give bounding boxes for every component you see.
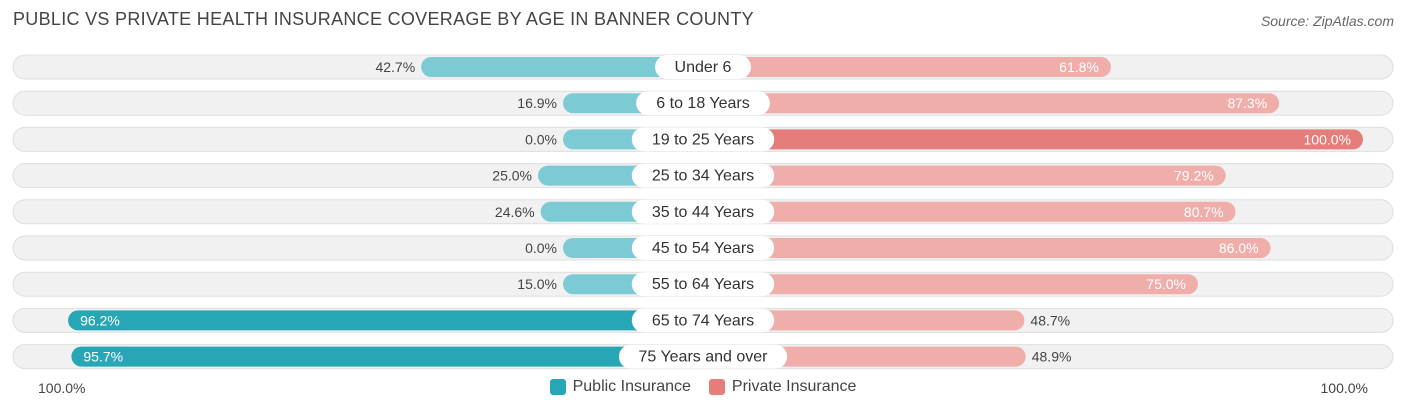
category-label: 35 to 44 Years — [652, 204, 754, 221]
chart-svg: 42.7% 61.8% Under 6 16.9% 87.3% 6 to 18 Years… — [12, 54, 1394, 370]
value-label-private: 61.8% — [1059, 59, 1099, 75]
value-label-public: 0.0% — [525, 240, 557, 256]
bar-private — [703, 129, 1363, 150]
value-label-public: 24.6% — [495, 204, 535, 220]
value-label-public: 15.0% — [517, 276, 557, 292]
bar-private — [703, 274, 1198, 295]
category-pill — [618, 344, 788, 369]
value-label-private: 48.9% — [1032, 349, 1072, 365]
value-label-public: 16.9% — [517, 95, 557, 111]
bar-private — [703, 201, 1236, 222]
source-label: Source: ZipAtlas.com — [1260, 13, 1394, 29]
category-label: 25 to 34 Years — [652, 168, 754, 185]
value-label-public: 25.0% — [492, 168, 532, 184]
axis-right-max-label: 100.0% — [1320, 380, 1368, 396]
bar-private — [703, 238, 1271, 258]
category-pill — [631, 163, 775, 188]
legend-item-public: Public Insurance — [549, 378, 691, 396]
value-label-public: 0.0% — [525, 131, 557, 147]
category-label: 55 to 64 Years — [652, 276, 754, 293]
value-label-private: 87.3% — [1227, 95, 1267, 111]
axis-left-max-label: 100.0% — [38, 380, 86, 396]
category-label: 65 to 74 Years — [652, 312, 754, 329]
value-label-private: 48.7% — [1030, 312, 1070, 328]
category-pill — [631, 308, 775, 333]
bar-private — [703, 165, 1226, 186]
category-label: 75 Years and over — [639, 349, 769, 366]
bar-public — [421, 57, 703, 77]
category-pill — [631, 199, 775, 224]
category-label: Under 6 — [675, 59, 732, 76]
category-pill — [655, 55, 751, 79]
value-label-private: 75.0% — [1146, 276, 1186, 292]
legend-swatch-public — [549, 379, 566, 395]
category-label: 6 to 18 Years — [656, 95, 749, 112]
value-label-public: 95.7% — [83, 349, 123, 365]
category-pill — [631, 127, 775, 152]
category-pill — [631, 272, 775, 297]
value-label-public: 42.7% — [375, 59, 415, 75]
value-label-private: 86.0% — [1219, 240, 1259, 256]
legend-item-private: Private Insurance — [708, 378, 857, 396]
category-pill — [636, 91, 770, 116]
value-label-public: 96.2% — [80, 312, 120, 328]
bar-private — [703, 57, 1111, 77]
value-label-private: 79.2% — [1174, 168, 1214, 184]
category-label: 19 to 25 Years — [652, 131, 754, 148]
legend-label-private: Private Insurance — [731, 378, 857, 395]
category-label: 45 to 54 Years — [652, 240, 754, 257]
legend: Public Insurance Private Insurance — [0, 378, 1406, 396]
bar-public — [71, 346, 703, 367]
legend-label-public: Public Insurance — [572, 378, 691, 395]
chart-title: PUBLIC VS PRIVATE HEALTH INSURANCE COVER… — [13, 9, 754, 29]
category-pill — [631, 236, 775, 260]
bar-private — [703, 310, 1025, 331]
value-label-private: 80.7% — [1184, 204, 1224, 220]
legend-swatch-private — [708, 379, 725, 395]
bar-private — [703, 93, 1280, 114]
value-label-private: 100.0% — [1304, 131, 1351, 147]
bar-public — [68, 310, 703, 331]
